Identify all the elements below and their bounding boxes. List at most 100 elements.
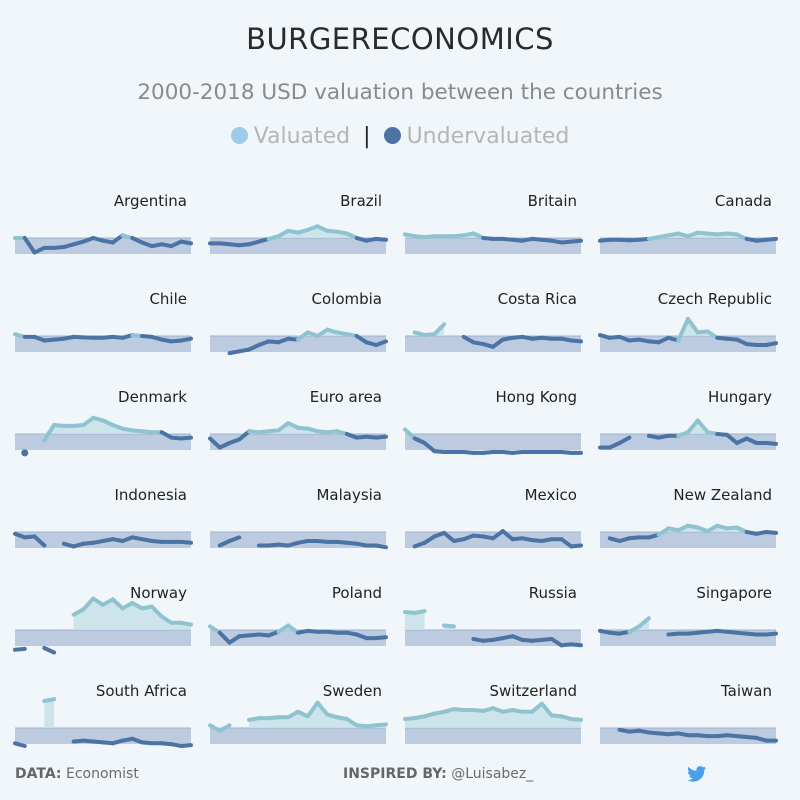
series-segment bbox=[81, 415, 96, 427]
valuated-area bbox=[405, 611, 425, 630]
series-segment bbox=[374, 434, 388, 440]
country-panel-russia: Russia bbox=[403, 584, 583, 648]
series-segment bbox=[539, 701, 554, 718]
series-segment bbox=[217, 630, 232, 645]
undervalued-band bbox=[600, 238, 776, 254]
country-label: Taiwan bbox=[720, 682, 772, 700]
country-panel-hungary: Hungary bbox=[598, 388, 778, 450]
series-segment bbox=[637, 616, 651, 629]
valuated-area bbox=[609, 525, 776, 532]
series-segment bbox=[617, 435, 632, 445]
series-segment bbox=[374, 236, 388, 242]
series-segment bbox=[179, 620, 193, 627]
country-panel-czech-republic: Czech Republic bbox=[598, 290, 778, 352]
page-subtitle: 2000-2018 USD valuation between the coun… bbox=[137, 80, 663, 105]
country-panel-taiwan: Taiwan bbox=[600, 682, 778, 744]
country-label: Britain bbox=[528, 192, 577, 210]
country-panel-canada: Canada bbox=[598, 192, 778, 254]
country-label: Denmark bbox=[118, 388, 187, 406]
country-label: Canada bbox=[715, 192, 772, 210]
series-segment bbox=[442, 530, 456, 543]
country-label: Euro area bbox=[310, 388, 382, 406]
country-panel-denmark: Denmark bbox=[15, 388, 193, 457]
legend-undervaluated-dot bbox=[383, 127, 401, 144]
series-segment bbox=[110, 233, 125, 245]
series-segment bbox=[559, 537, 574, 549]
country-label: Chile bbox=[149, 290, 187, 308]
series-segment bbox=[569, 338, 583, 344]
series-segment bbox=[530, 701, 544, 714]
country-panel-norway: Norway bbox=[13, 584, 193, 655]
series-segment bbox=[432, 322, 447, 337]
valuated-area bbox=[600, 318, 776, 336]
undervalued-band bbox=[405, 728, 581, 744]
country-label: Costa Rica bbox=[498, 290, 577, 308]
series-segment bbox=[296, 330, 310, 342]
series-segment bbox=[179, 239, 193, 246]
country-label: Hungary bbox=[708, 388, 772, 406]
country-panel-sweden: Sweden bbox=[208, 682, 388, 744]
country-label: Norway bbox=[130, 584, 187, 602]
series-segment bbox=[764, 441, 778, 446]
country-panel-indonesia: Indonesia bbox=[13, 486, 193, 549]
series-segment bbox=[22, 236, 37, 255]
undervalued-band bbox=[405, 434, 581, 450]
undervalued-band bbox=[15, 434, 191, 450]
series-segment bbox=[676, 316, 690, 343]
series-segment bbox=[764, 236, 778, 242]
series-segment bbox=[227, 535, 242, 543]
twitter-icon[interactable] bbox=[687, 766, 707, 782]
series-segment bbox=[412, 609, 427, 615]
series-segment bbox=[149, 604, 164, 619]
country-panel-brazil: Brazil bbox=[208, 192, 388, 254]
country-panel-costa-rica: Costa Rica bbox=[405, 290, 583, 352]
legend-undervaluated-label: Undervaluated bbox=[406, 124, 570, 149]
series-segment bbox=[179, 336, 193, 343]
undervalued-band bbox=[15, 630, 191, 646]
undervalued-band bbox=[15, 238, 191, 254]
country-label: Singapore bbox=[696, 584, 772, 602]
valuated-area bbox=[600, 618, 649, 630]
series-segment bbox=[442, 623, 456, 629]
series-segment bbox=[569, 642, 583, 648]
country-label: South Africa bbox=[96, 682, 187, 700]
country-label: Switzerland bbox=[490, 682, 578, 700]
series-segment bbox=[179, 435, 193, 441]
series-segment bbox=[764, 530, 778, 535]
series-segment bbox=[13, 741, 27, 748]
country-panel-chile: Chile bbox=[13, 290, 193, 352]
series-segment bbox=[42, 646, 57, 655]
valuated-area bbox=[405, 429, 581, 434]
series-segment bbox=[500, 529, 515, 542]
series-segment bbox=[374, 543, 388, 550]
series-segment bbox=[179, 539, 193, 545]
series-segment bbox=[764, 631, 778, 637]
country-panel-hong-kong: Hong Kong bbox=[403, 388, 583, 455]
country-panel-south-africa: South Africa bbox=[13, 682, 193, 748]
series-segment bbox=[569, 543, 583, 549]
series-segment bbox=[374, 635, 388, 641]
valuated-area bbox=[210, 226, 386, 238]
country-label: Czech Republic bbox=[658, 290, 772, 308]
country-panel-mexico: Mexico bbox=[405, 486, 583, 549]
series-segment bbox=[686, 418, 700, 435]
country-label: Malaysia bbox=[316, 486, 382, 504]
undervalued-band bbox=[210, 728, 386, 744]
country-panel-poland: Poland bbox=[208, 584, 388, 646]
undervalued-band bbox=[15, 728, 191, 744]
country-label: Mexico bbox=[525, 486, 577, 504]
valuated-area bbox=[249, 702, 386, 728]
series-segment bbox=[286, 623, 300, 635]
series-segment bbox=[81, 596, 96, 612]
series-segment bbox=[13, 646, 27, 652]
legend-valuated-dot bbox=[230, 127, 248, 144]
series-segment bbox=[403, 427, 417, 441]
series-segment bbox=[422, 441, 437, 454]
series-segment bbox=[32, 534, 47, 548]
country-panel-colombia: Colombia bbox=[210, 290, 388, 356]
country-panel-new-zealand: New Zealand bbox=[600, 486, 778, 548]
series-segment bbox=[374, 339, 388, 347]
country-label: Argentina bbox=[114, 192, 187, 210]
country-panel-argentina: Argentina bbox=[13, 192, 193, 255]
country-label: Russia bbox=[529, 584, 577, 602]
